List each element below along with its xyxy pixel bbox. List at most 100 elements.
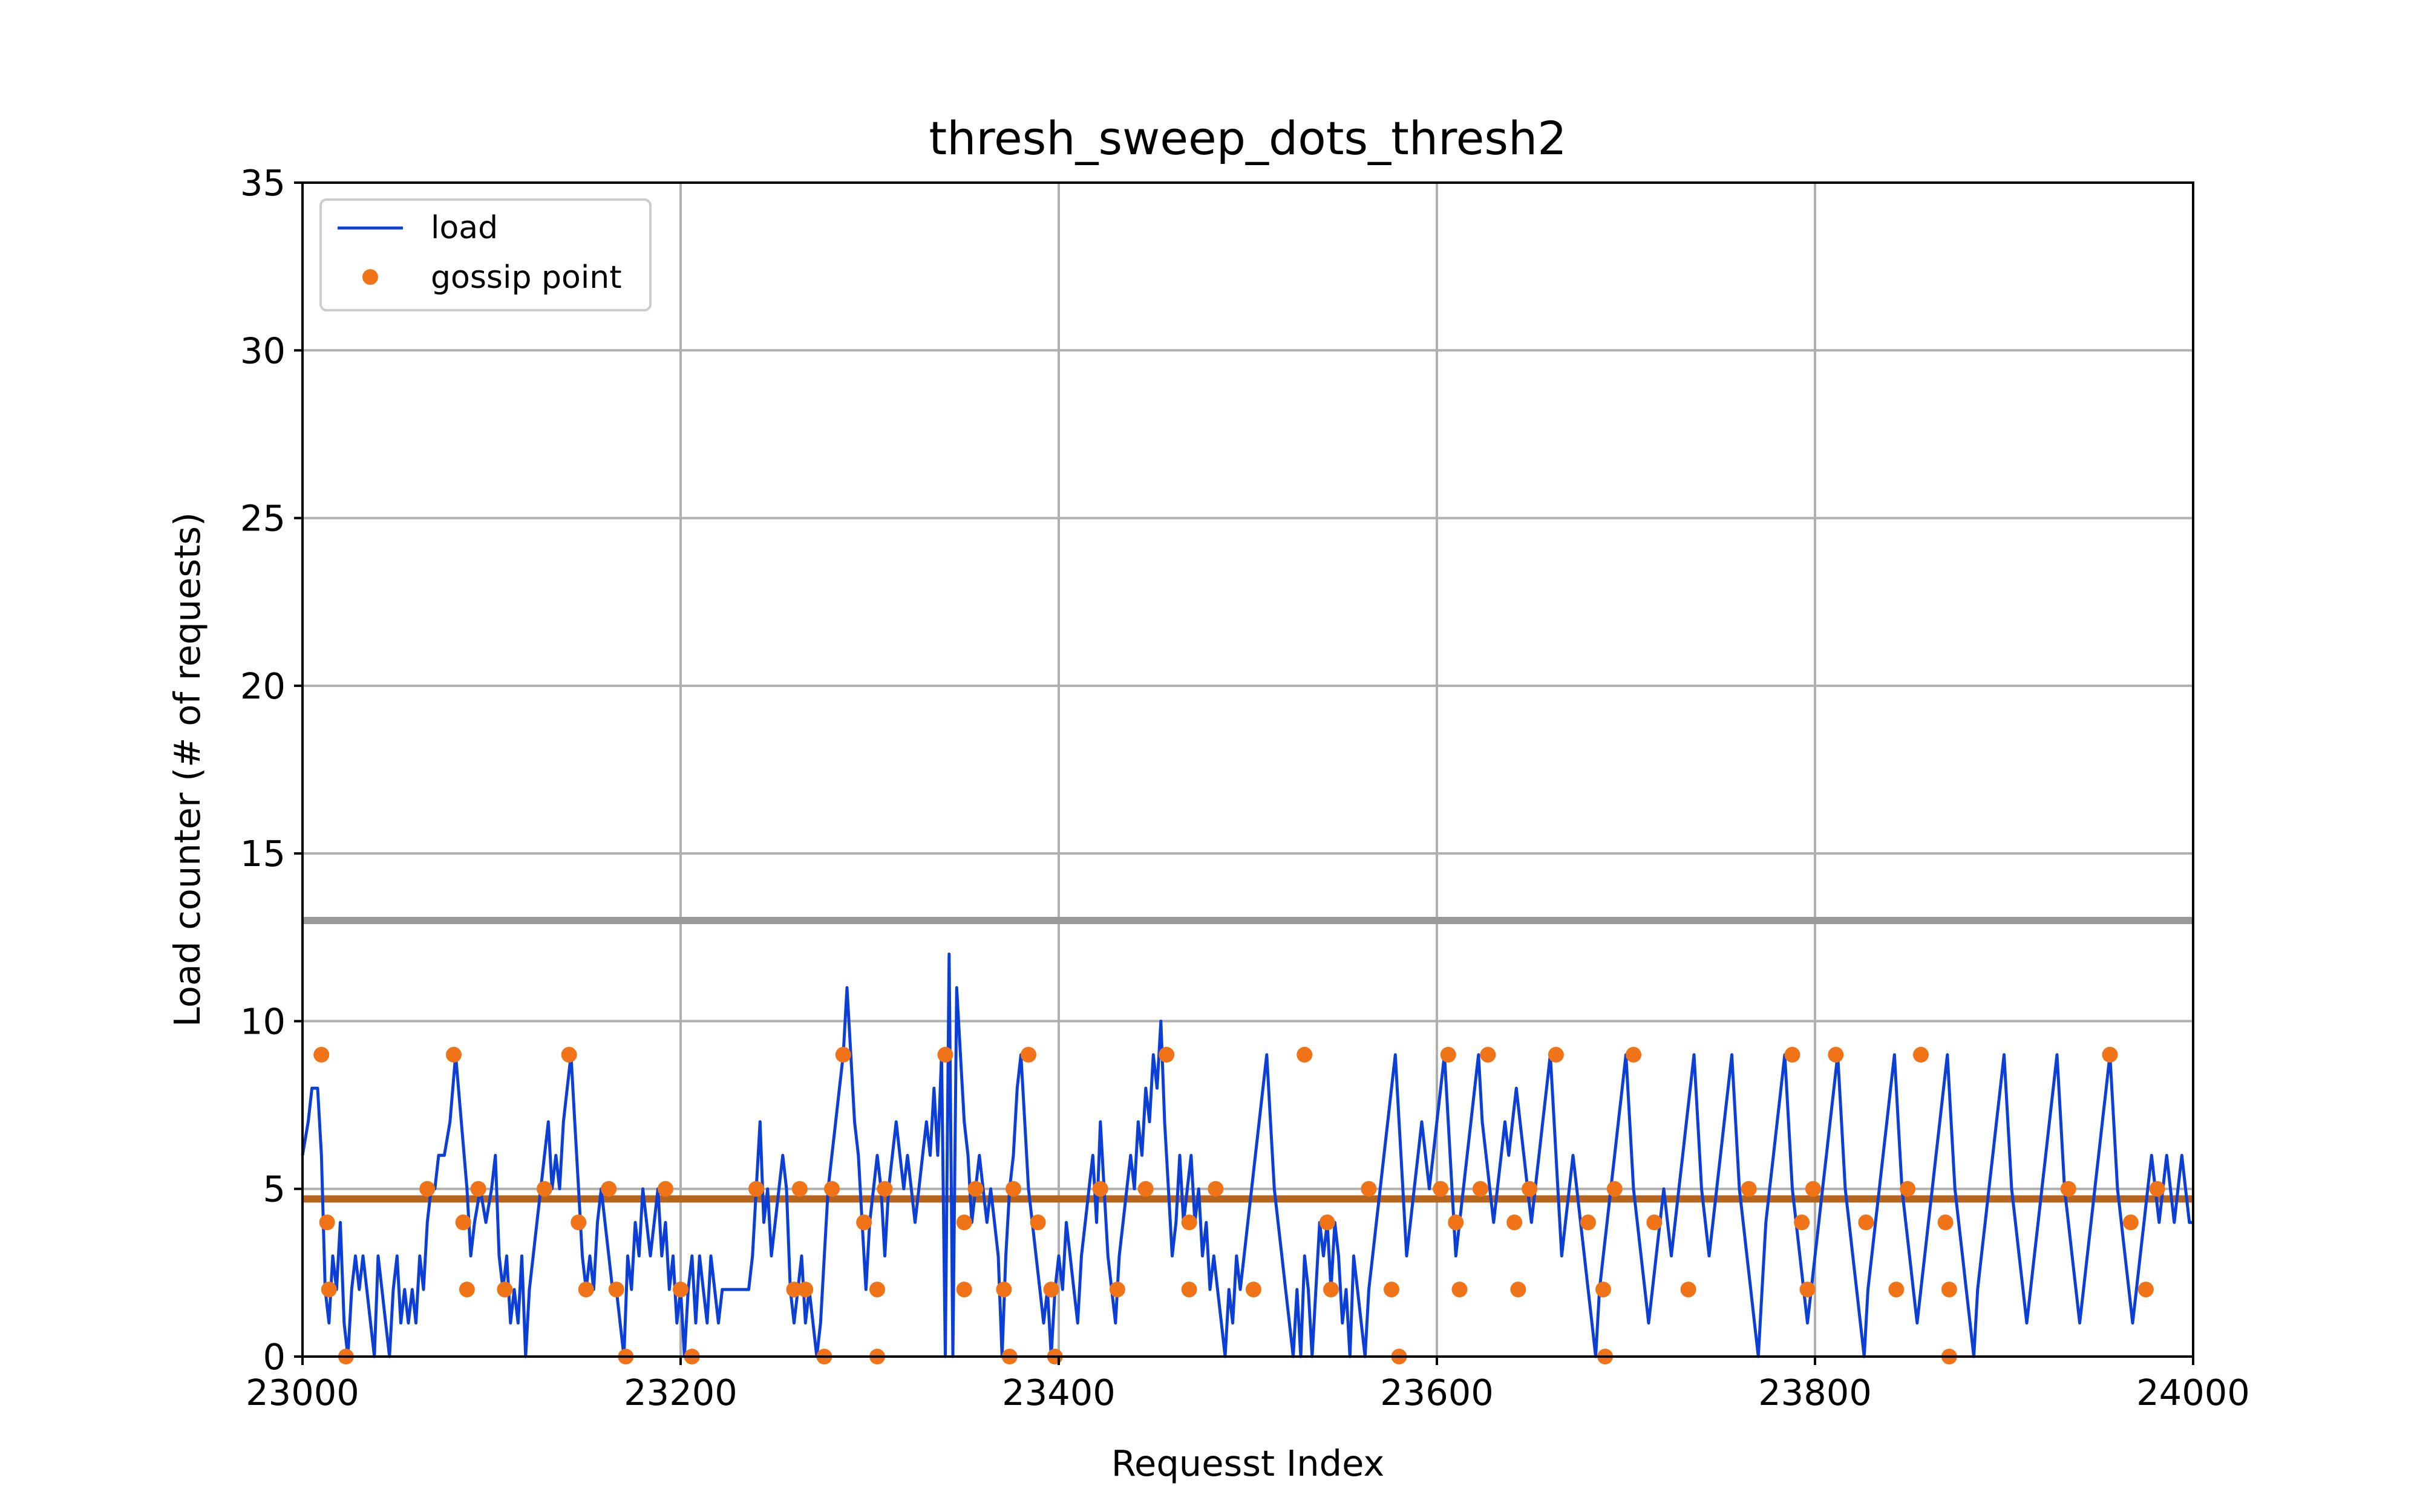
gossip-point-marker bbox=[877, 1181, 893, 1197]
gossip-point-marker bbox=[996, 1282, 1012, 1298]
gossip-point-marker bbox=[956, 1282, 972, 1298]
gossip-point-marker bbox=[1888, 1282, 1905, 1298]
gossip-point-marker bbox=[786, 1282, 802, 1298]
load-series-line bbox=[301, 953, 2193, 1358]
x-tick-label: 23200 bbox=[624, 1372, 737, 1413]
gossip-point-marker bbox=[2149, 1181, 2165, 1197]
gossip-point-marker bbox=[313, 1046, 330, 1063]
gossip-point-marker bbox=[608, 1282, 624, 1298]
gossip-point-marker bbox=[673, 1282, 688, 1298]
y-tick-label: 25 bbox=[240, 498, 286, 539]
legend-gossip-point-swatch bbox=[362, 269, 378, 285]
legend: load gossip point bbox=[319, 198, 652, 311]
gossip-point-marker bbox=[797, 1282, 814, 1298]
gossip-point-marker bbox=[1680, 1282, 1696, 1298]
gossip-point-marker bbox=[470, 1181, 486, 1197]
gossip-point-marker bbox=[1440, 1046, 1456, 1063]
plot-frame bbox=[301, 181, 2194, 1358]
y-axis-label: Load counter (# of requests) bbox=[166, 512, 208, 1027]
chart-title: thresh_sweep_dots_thresh2 bbox=[929, 111, 1566, 165]
gossip-point-marker bbox=[1794, 1214, 1810, 1231]
gossip-point-marker bbox=[1361, 1181, 1377, 1197]
axis-ticks: 23000 23200 23400 23600 23800 24000 0 5 10 15 20 25… bbox=[240, 162, 2250, 1413]
gossip-point-marker bbox=[2060, 1181, 2076, 1197]
gossip-point-marker bbox=[578, 1282, 594, 1298]
y-tick-label: 15 bbox=[240, 833, 286, 875]
series-layer bbox=[301, 953, 2193, 1364]
gossip-point-marker bbox=[791, 1181, 808, 1197]
y-tick-label: 10 bbox=[240, 1000, 286, 1042]
gossip-point-marker bbox=[1159, 1046, 1175, 1063]
gossip-point-marker bbox=[748, 1181, 764, 1197]
gossip-point-marker bbox=[1319, 1214, 1335, 1231]
gossip-point-marker bbox=[601, 1181, 617, 1197]
gossip-point-marker bbox=[1805, 1181, 1821, 1197]
gossip-point-marker bbox=[1913, 1046, 1929, 1063]
gossip-point-marker bbox=[561, 1046, 577, 1063]
gossip-point-marker bbox=[497, 1282, 513, 1298]
gossip-point-marker bbox=[1181, 1282, 1197, 1298]
gossip-point-marker bbox=[824, 1181, 840, 1197]
gossip-point-marker bbox=[1245, 1282, 1261, 1298]
gossip-point-marker bbox=[419, 1181, 436, 1197]
gossip-point-marker bbox=[1799, 1282, 1816, 1298]
gossip-point-marker bbox=[1606, 1181, 1623, 1197]
gossip-point-marker bbox=[1595, 1282, 1611, 1298]
legend-box bbox=[319, 198, 652, 311]
gossip-point-marker bbox=[1109, 1282, 1125, 1298]
gossip-point-marker bbox=[1858, 1214, 1874, 1231]
x-tick-label: 23600 bbox=[1380, 1372, 1494, 1413]
gossip-point-marker bbox=[446, 1046, 462, 1063]
y-tick-label: 20 bbox=[240, 665, 286, 707]
y-tick-label: 35 bbox=[240, 162, 286, 204]
legend-load-label: load bbox=[431, 210, 498, 246]
gossip-point-marker bbox=[1784, 1046, 1800, 1063]
gossip-point-marker bbox=[1323, 1282, 1339, 1298]
gossip-point-marker bbox=[1006, 1181, 1021, 1197]
gossip-point-marker bbox=[1741, 1181, 1757, 1197]
gossip-point-marker bbox=[937, 1046, 953, 1063]
gossip-point-marker bbox=[1092, 1181, 1108, 1197]
gossip-point-marker bbox=[1021, 1046, 1036, 1063]
gossip-point-marker bbox=[1580, 1214, 1596, 1231]
gossip-point-marker bbox=[1297, 1046, 1313, 1063]
gossip-point-marker bbox=[1030, 1214, 1046, 1231]
gossip-point-marker bbox=[956, 1214, 972, 1231]
gossip-point-marker bbox=[455, 1214, 471, 1231]
x-tick-label: 23400 bbox=[1002, 1372, 1116, 1413]
x-tick-label: 24000 bbox=[2136, 1372, 2250, 1413]
gossip-point-marker bbox=[1208, 1181, 1224, 1197]
gossip-point-marker bbox=[1522, 1181, 1538, 1197]
gossip-point-marker bbox=[1646, 1214, 1663, 1231]
gossip-point-marker bbox=[1181, 1214, 1197, 1231]
gossip-point-marker bbox=[2122, 1214, 2139, 1231]
gossip-point-marker bbox=[1480, 1046, 1496, 1063]
gossip-point-marker bbox=[1448, 1214, 1464, 1231]
gossip-point-marker bbox=[1937, 1214, 1954, 1231]
gossip-point-marker bbox=[571, 1214, 587, 1231]
reference-lines bbox=[302, 917, 2193, 1203]
gossip-point-marker bbox=[319, 1214, 335, 1231]
gossip-point-marker bbox=[1941, 1282, 1957, 1298]
gossip-point-marker bbox=[1506, 1214, 1523, 1231]
gossip-point-marker bbox=[2102, 1046, 2118, 1063]
gossip-point-marker bbox=[321, 1282, 337, 1298]
gossip-point-marker bbox=[1548, 1046, 1564, 1063]
gossip-point-marker bbox=[1043, 1282, 1059, 1298]
gossip-point-marker bbox=[1472, 1181, 1488, 1197]
gossip-point-marker bbox=[1626, 1046, 1641, 1063]
y-tick-label: 5 bbox=[263, 1168, 286, 1210]
y-tick-label: 0 bbox=[263, 1336, 286, 1378]
gossip-point-marker bbox=[1384, 1282, 1399, 1298]
x-tick-label: 23000 bbox=[246, 1372, 359, 1413]
gossip-point-marker bbox=[856, 1214, 872, 1231]
x-axis-label: Requesst Index bbox=[1111, 1442, 1385, 1484]
gossip-point-marker bbox=[835, 1046, 851, 1063]
gossip-point-marker bbox=[1510, 1282, 1526, 1298]
gossip-point-marker bbox=[537, 1181, 552, 1197]
gossip-point-marker bbox=[2137, 1282, 2154, 1298]
gossip-point-marker bbox=[1828, 1046, 1844, 1063]
x-tick-label: 23800 bbox=[1758, 1372, 1872, 1413]
gossip-point-marker bbox=[967, 1181, 984, 1197]
